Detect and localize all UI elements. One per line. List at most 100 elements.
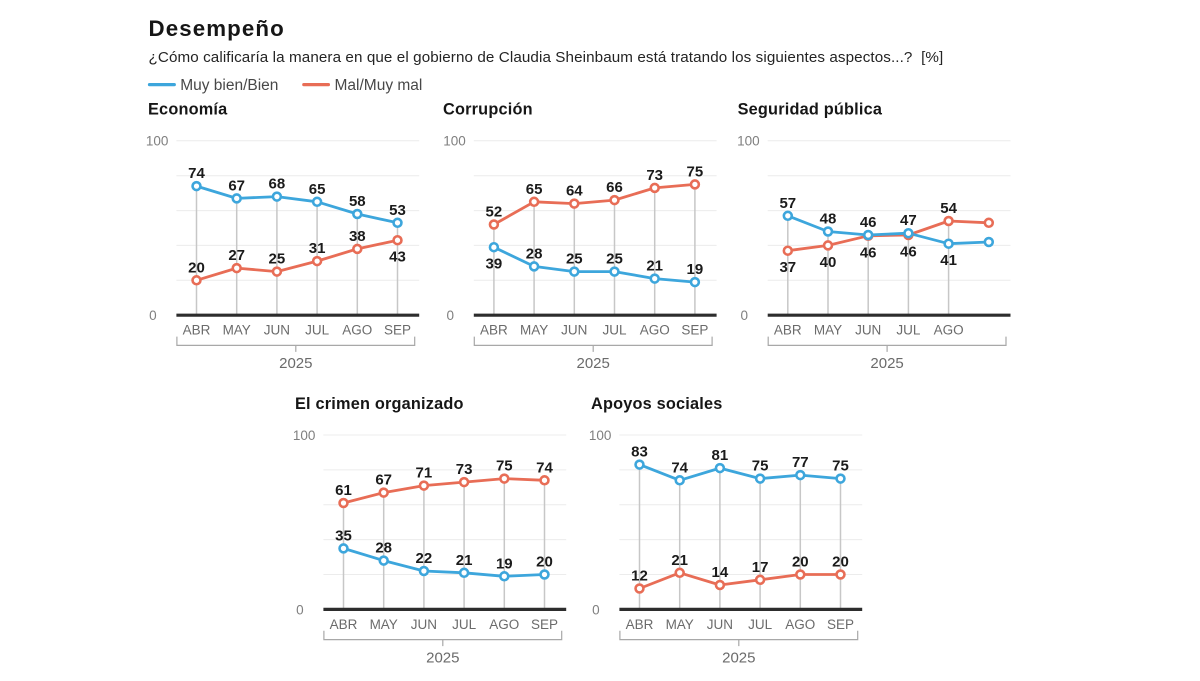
svg-text:57: 57 [779, 195, 796, 212]
svg-text:25: 25 [606, 251, 623, 268]
svg-text:100: 100 [589, 428, 612, 443]
svg-text:77: 77 [792, 454, 809, 471]
svg-text:2025: 2025 [577, 355, 610, 372]
svg-text:SEP: SEP [827, 617, 854, 632]
svg-text:20: 20 [792, 554, 809, 571]
svg-text:75: 75 [832, 458, 849, 475]
svg-text:JUN: JUN [411, 617, 437, 632]
svg-text:28: 28 [375, 540, 392, 557]
svg-text:71: 71 [416, 465, 433, 482]
svg-text:JUN: JUN [855, 323, 881, 338]
svg-text:ABR: ABR [774, 323, 802, 338]
svg-text:35: 35 [335, 527, 352, 544]
svg-text:58: 58 [349, 193, 366, 210]
svg-text:74: 74 [188, 165, 205, 182]
svg-text:75: 75 [496, 458, 513, 475]
svg-text:Muy bien/Bien: Muy bien/Bien [180, 77, 278, 94]
svg-text:JUN: JUN [264, 323, 290, 338]
svg-text:20: 20 [188, 259, 205, 276]
svg-text:21: 21 [456, 552, 473, 569]
svg-text:40: 40 [820, 254, 837, 271]
svg-text:19: 19 [687, 261, 704, 278]
svg-text:27: 27 [228, 247, 245, 264]
svg-text:75: 75 [687, 163, 704, 180]
svg-text:2025: 2025 [722, 649, 755, 666]
svg-text:39: 39 [486, 256, 503, 273]
svg-text:81: 81 [712, 447, 729, 464]
svg-text:54: 54 [940, 200, 957, 217]
svg-text:Apoyos sociales: Apoyos sociales [591, 395, 723, 413]
svg-text:48: 48 [820, 211, 837, 228]
svg-text:64: 64 [566, 183, 583, 200]
svg-text:0: 0 [447, 308, 455, 323]
svg-text:AGO: AGO [489, 617, 519, 632]
svg-text:38: 38 [349, 228, 366, 245]
svg-text:67: 67 [375, 472, 392, 489]
svg-text:61: 61 [335, 482, 352, 499]
svg-text:JUL: JUL [896, 323, 920, 338]
svg-text:47: 47 [900, 212, 917, 229]
svg-text:25: 25 [566, 251, 583, 268]
svg-text:21: 21 [646, 258, 663, 275]
svg-text:83: 83 [631, 444, 648, 461]
svg-text:Seguridad pública: Seguridad pública [738, 101, 883, 119]
svg-text:20: 20 [832, 554, 849, 571]
svg-text:73: 73 [456, 461, 473, 478]
svg-text:JUN: JUN [707, 617, 733, 632]
svg-text:MAY: MAY [666, 617, 694, 632]
svg-text:20: 20 [536, 554, 553, 571]
svg-text:19: 19 [496, 555, 513, 572]
svg-text:JUL: JUL [452, 617, 476, 632]
svg-text:73: 73 [646, 167, 663, 184]
svg-text:0: 0 [740, 308, 748, 323]
svg-text:46: 46 [900, 244, 917, 261]
svg-text:41: 41 [940, 252, 957, 269]
svg-text:ABR: ABR [183, 323, 211, 338]
svg-text:12: 12 [631, 568, 648, 585]
svg-text:65: 65 [526, 181, 543, 198]
svg-text:AGO: AGO [785, 617, 815, 632]
svg-text:JUN: JUN [561, 323, 587, 338]
svg-text:El crimen organizado: El crimen organizado [295, 395, 464, 413]
svg-text:2025: 2025 [870, 355, 903, 372]
svg-text:31: 31 [309, 240, 326, 257]
svg-text:ABR: ABR [480, 323, 508, 338]
svg-text:65: 65 [309, 181, 326, 198]
svg-text:2025: 2025 [426, 649, 459, 666]
svg-text:AGO: AGO [640, 323, 670, 338]
svg-text:52: 52 [486, 204, 503, 221]
svg-text:43: 43 [389, 249, 406, 266]
svg-text:22: 22 [416, 550, 433, 567]
svg-text:SEP: SEP [531, 617, 558, 632]
svg-text:74: 74 [671, 459, 688, 476]
svg-text:SEP: SEP [384, 323, 411, 338]
svg-text:75: 75 [752, 458, 769, 475]
svg-text:Economía: Economía [148, 101, 228, 119]
svg-text:MAY: MAY [814, 323, 842, 338]
svg-text:Mal/Muy mal: Mal/Muy mal [335, 77, 423, 94]
svg-text:JUL: JUL [305, 323, 329, 338]
svg-text:25: 25 [269, 251, 286, 268]
svg-text:0: 0 [592, 602, 600, 617]
svg-text:68: 68 [269, 176, 286, 193]
svg-text:JUL: JUL [748, 617, 772, 632]
svg-text:66: 66 [606, 179, 623, 196]
svg-text:37: 37 [779, 259, 796, 276]
svg-text:21: 21 [671, 552, 688, 569]
svg-text:MAY: MAY [370, 617, 398, 632]
svg-text:AGO: AGO [342, 323, 372, 338]
svg-text:JUL: JUL [602, 323, 626, 338]
svg-text:Desempeño: Desempeño [149, 16, 285, 41]
svg-text:14: 14 [712, 564, 729, 581]
svg-text:2025: 2025 [279, 355, 312, 372]
svg-text:100: 100 [443, 134, 466, 149]
svg-text:67: 67 [228, 177, 245, 194]
svg-text:ABR: ABR [330, 617, 358, 632]
svg-text:MAY: MAY [520, 323, 548, 338]
svg-text:46: 46 [860, 214, 877, 231]
svg-text:SEP: SEP [681, 323, 708, 338]
svg-text:100: 100 [146, 134, 169, 149]
svg-text:46: 46 [860, 244, 877, 261]
svg-text:ABR: ABR [626, 617, 654, 632]
svg-text:0: 0 [296, 602, 304, 617]
